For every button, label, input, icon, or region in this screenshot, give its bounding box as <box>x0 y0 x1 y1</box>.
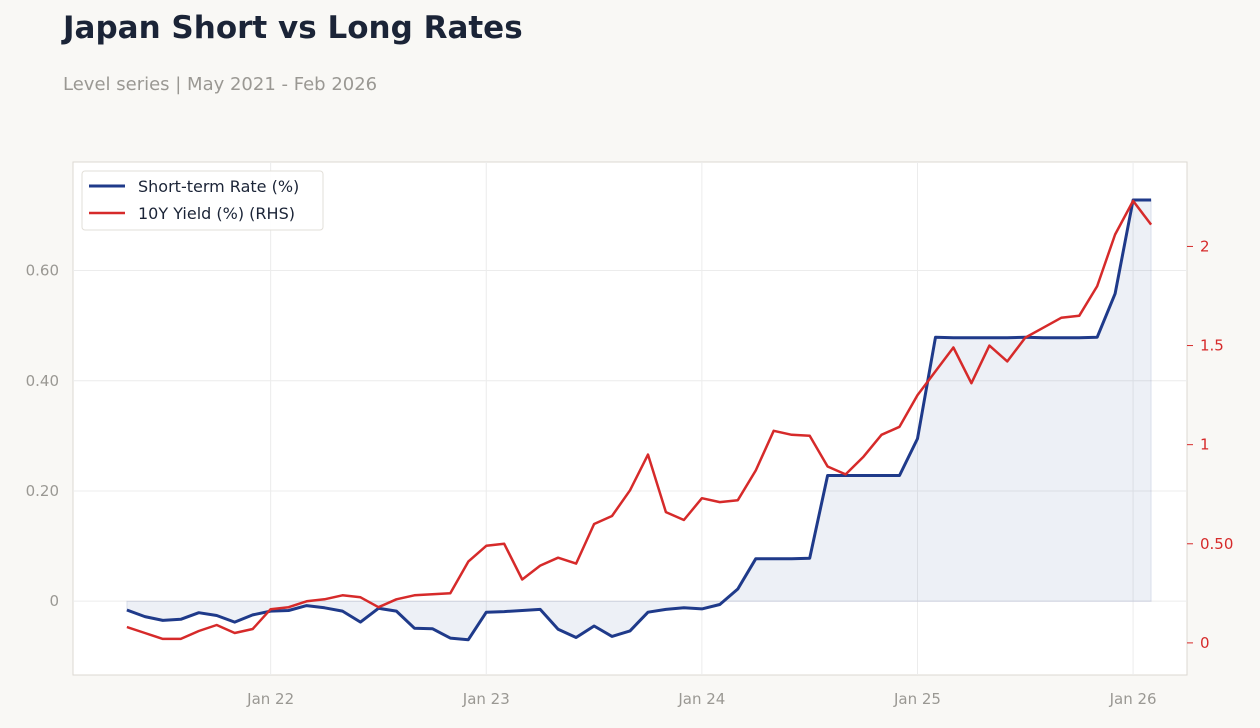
legend-label: 10Y Yield (%) (RHS) <box>138 204 295 223</box>
y-right-tick-label: 1.5 <box>1200 337 1224 355</box>
y-left-tick-label: 0.40 <box>26 372 59 390</box>
y-right-tick-label: 1 <box>1200 436 1210 454</box>
yield-10y-line <box>126 199 1153 641</box>
legend: Short-term Rate (%) 10Y Yield (%) (RHS) <box>81 170 324 231</box>
x-tick-label: Jan 22 <box>246 690 294 708</box>
x-tick-label: Jan 24 <box>677 690 725 708</box>
y-right-tick-label: 0.50 <box>1200 535 1233 553</box>
legend-box <box>81 170 324 231</box>
y-left-tick-label: 0 <box>49 592 59 610</box>
chart-title: Japan Short vs Long Rates <box>63 10 523 46</box>
y-right-tick-label: 2 <box>1200 237 1210 255</box>
y-left-tick-label: 0.60 <box>26 262 59 280</box>
x-tick-label: Jan 23 <box>462 690 510 708</box>
x-tick-label: Jan 26 <box>1109 690 1157 708</box>
legend-label: Short-term Rate (%) <box>138 177 299 196</box>
y-left-tick-label: 0.20 <box>26 482 59 500</box>
y-right-tick-label: 0 <box>1200 634 1210 652</box>
chart-subtitle: Level series | May 2021 - Feb 2026 <box>63 74 378 95</box>
x-tick-label: Jan 25 <box>893 690 941 708</box>
short-rate-line <box>126 198 1152 642</box>
plot-area <box>72 161 1188 676</box>
